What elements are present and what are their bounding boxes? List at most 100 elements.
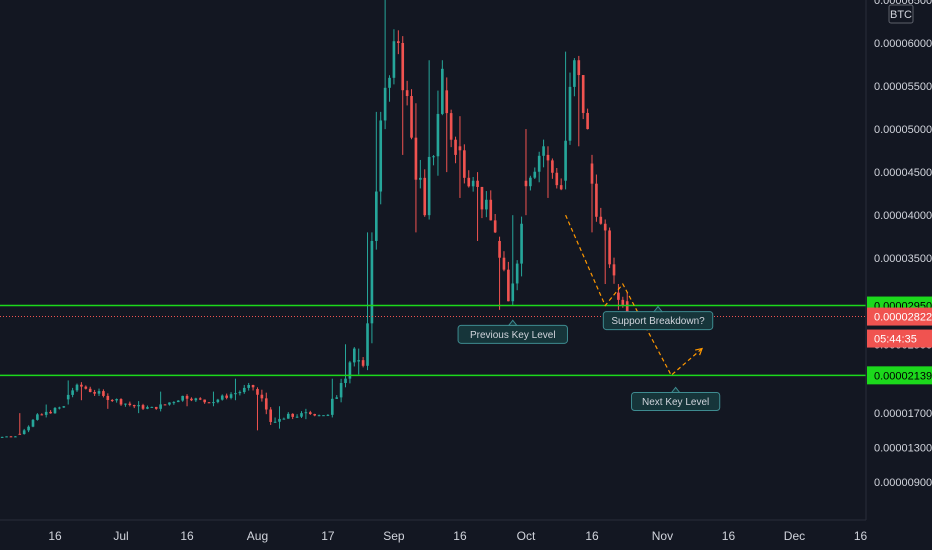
- candle-body: [278, 418, 281, 422]
- candle-body: [370, 240, 374, 324]
- candle-body: [238, 392, 242, 394]
- candle-up: [212, 391, 215, 407]
- candle-body: [295, 416, 299, 418]
- price-tick-label: 0.00003500: [874, 253, 932, 265]
- candle-down: [260, 389, 264, 402]
- candle-up: [432, 155, 435, 166]
- candle-up: [5, 436, 8, 438]
- candle-body: [234, 393, 237, 395]
- price-tick-label: 0.00006000: [874, 38, 932, 50]
- candle-up: [370, 232, 374, 344]
- candle-up: [247, 382, 250, 391]
- candle-body: [423, 177, 427, 216]
- candle-down: [102, 389, 105, 398]
- candle-up: [14, 436, 17, 438]
- candle-body: [269, 409, 273, 422]
- candle-body: [119, 399, 123, 405]
- candle-body: [273, 421, 277, 423]
- candle-down: [269, 407, 273, 425]
- candle-up: [344, 344, 347, 388]
- candle-up: [352, 347, 356, 367]
- candle-countdown-badge: 05:44:35: [867, 329, 932, 348]
- candle-down: [291, 413, 295, 420]
- current-price-badge-text: 0.00002822: [874, 312, 932, 324]
- candle-body: [190, 398, 193, 401]
- price-tick-label: 0.00005000: [874, 124, 932, 136]
- candle-body: [379, 120, 383, 192]
- candle-body: [573, 60, 576, 87]
- annotation-text: Previous Key Level: [470, 330, 556, 341]
- candle-body: [172, 402, 176, 404]
- candle-body: [256, 389, 259, 395]
- candle-down: [154, 406, 158, 410]
- candle-body: [449, 113, 453, 140]
- candle-body: [150, 406, 154, 408]
- candle-up: [282, 417, 286, 420]
- candle-body: [124, 403, 127, 405]
- time-axis[interactable]: [0, 520, 932, 550]
- candle-up: [27, 425, 30, 433]
- candle-down: [88, 386, 92, 393]
- candle-up: [150, 406, 154, 408]
- candle-down: [198, 397, 202, 401]
- candle-body: [88, 388, 92, 392]
- candle-up: [172, 401, 176, 405]
- candle-body: [511, 283, 515, 302]
- symbol-text: BTC: [890, 9, 912, 21]
- candle-body: [115, 399, 118, 401]
- candle-body: [348, 362, 352, 379]
- candle-body: [9, 436, 13, 438]
- candle-up: [379, 111, 383, 205]
- candle-up: [392, 29, 396, 85]
- candle-down: [463, 144, 466, 184]
- candle-down: [608, 227, 611, 269]
- candle-body: [410, 96, 413, 138]
- candle-up: [22, 428, 26, 435]
- candle-body: [441, 68, 444, 114]
- candle-up: [273, 417, 277, 423]
- candle-countdown-badge-bg: [867, 329, 932, 348]
- candle-body: [568, 86, 572, 141]
- candle-body: [344, 378, 347, 384]
- candle-down: [93, 389, 96, 396]
- candle-up: [97, 388, 101, 396]
- candle-body: [282, 418, 286, 420]
- candle-up: [58, 406, 61, 410]
- candle-body: [485, 199, 488, 210]
- candle-body: [212, 402, 215, 404]
- candle-up: [66, 380, 70, 405]
- candle-body: [529, 177, 532, 187]
- candle-body: [559, 185, 563, 190]
- annotation-note[interactable]: Next Key Level: [631, 386, 721, 411]
- time-tick-label: 16: [722, 529, 736, 543]
- candle-down: [119, 398, 123, 406]
- candle-body: [264, 398, 268, 410]
- candle-down: [612, 257, 616, 284]
- candle-up: [485, 191, 488, 218]
- candle-body: [471, 180, 475, 187]
- candle-up: [436, 90, 440, 176]
- candle-body: [31, 419, 35, 427]
- candle-body: [53, 407, 57, 414]
- candle-down: [80, 382, 83, 401]
- annotation-note[interactable]: Support Breakdown?: [602, 305, 714, 331]
- price-axis[interactable]: [866, 0, 932, 520]
- time-tick-label: 16: [453, 529, 467, 543]
- annotation-pointer: [670, 386, 681, 393]
- candle-body: [80, 384, 83, 387]
- candle-down: [581, 75, 585, 120]
- candle-body: [300, 413, 303, 417]
- projection-group: [565, 214, 703, 377]
- annotation-note[interactable]: Previous Key Level: [457, 319, 568, 344]
- candle-body: [493, 220, 497, 233]
- candle-up: [515, 260, 519, 291]
- candle-body: [392, 41, 396, 78]
- candle-body: [397, 41, 400, 43]
- candle-down: [401, 36, 405, 155]
- symbol-label: BTC: [888, 4, 914, 24]
- time-tick-label: 16: [854, 529, 868, 543]
- candle-body: [66, 394, 70, 400]
- level-price-badge: 0.00002139: [867, 366, 932, 385]
